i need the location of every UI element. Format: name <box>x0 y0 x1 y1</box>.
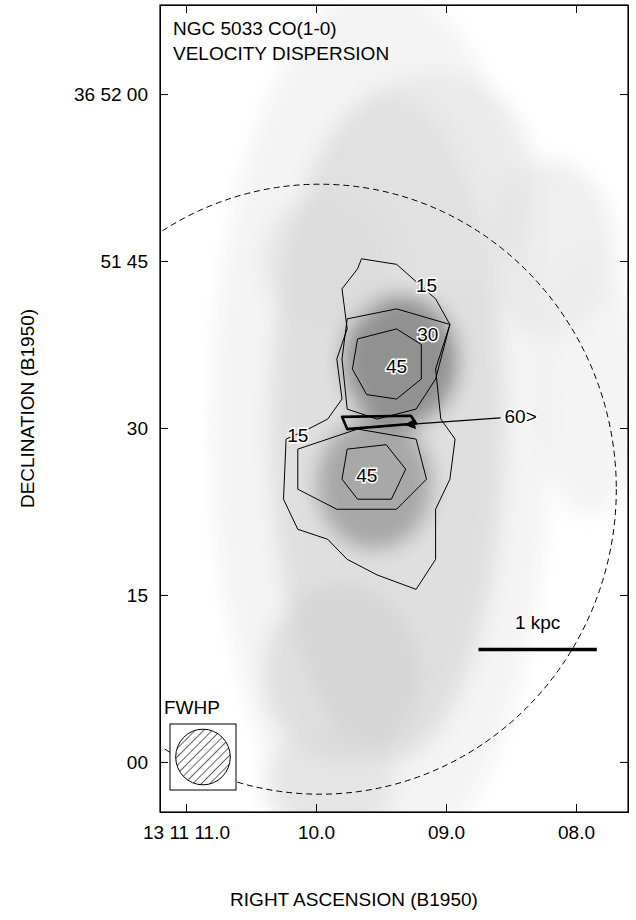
plot-frame <box>160 5 628 812</box>
label-arrow <box>406 418 501 425</box>
subtitle: VELOCITY DISPERSION <box>173 43 389 64</box>
tick-label: 13 11 11.0 <box>143 822 230 843</box>
tick-label: 51 45 <box>100 251 148 272</box>
intensity-blob <box>264 729 394 812</box>
beam <box>176 729 231 785</box>
intensity-blob <box>212 5 550 812</box>
contour-line <box>342 416 416 429</box>
scale-bar-label: 1 kpc <box>515 612 560 633</box>
contour-label: 15 <box>416 275 437 296</box>
tick-mark <box>620 762 628 763</box>
tick: 00 <box>127 751 168 772</box>
contour-label: 45 <box>386 356 407 377</box>
y-axis: 36 52 00 51 45 30 15 00 <box>74 6 168 813</box>
tick <box>620 94 628 95</box>
tick-mark <box>160 595 168 596</box>
contour-line <box>298 429 427 509</box>
plot-area <box>160 5 628 812</box>
tick <box>576 5 577 13</box>
tick-mark <box>316 804 317 812</box>
title: NGC 5033 CO(1-0) <box>173 18 337 39</box>
tick-mark <box>620 428 628 429</box>
tick <box>620 261 628 262</box>
contour-label: 60> <box>505 406 537 427</box>
intensity-blob <box>537 250 628 517</box>
axis-line <box>161 6 629 14</box>
grayscale-image <box>212 5 628 812</box>
tick-mark <box>620 94 628 95</box>
tick-label: 36 52 00 <box>74 84 148 105</box>
x-axis: 13 11 11.0 10.0 09.0 08.0 <box>143 804 628 843</box>
contour-label: 45 <box>356 465 377 486</box>
axis-line <box>620 6 629 813</box>
tick-mark <box>316 5 317 13</box>
contours <box>284 259 456 590</box>
contour-labels: 15 15 30 45 45 60> <box>287 275 537 486</box>
tick-label: 09.0 <box>428 822 465 843</box>
contour-line <box>342 445 406 500</box>
x-axis-title: RIGHT ASCENSION (B1950) <box>230 889 478 910</box>
tick: 13 11 11.0 <box>143 804 230 843</box>
tick <box>316 5 317 13</box>
tick: 30 <box>127 418 168 439</box>
tick-mark <box>160 428 168 429</box>
contour-line <box>352 329 421 399</box>
y-axis-title: DECLINATION (B1950) <box>17 309 38 508</box>
tick: 09.0 <box>428 804 465 843</box>
tick-mark <box>620 595 628 596</box>
contour-line <box>342 309 450 419</box>
axis-line <box>161 6 169 813</box>
tick <box>620 762 628 763</box>
tick <box>620 595 628 596</box>
tick-mark <box>160 261 168 262</box>
tick-label: 15 <box>127 585 148 606</box>
tick: 15 <box>127 585 168 606</box>
y-axis-right <box>620 6 629 813</box>
tick: 51 45 <box>100 251 168 272</box>
axis-line <box>161 804 629 813</box>
tick-mark <box>576 804 577 812</box>
tick-mark <box>576 5 577 13</box>
tick-mark <box>620 261 628 262</box>
tick-mark <box>186 804 187 812</box>
x-axis-top <box>161 5 629 13</box>
tick <box>446 5 447 13</box>
tick: 10.0 <box>298 804 335 843</box>
tick-mark <box>160 762 168 763</box>
tick <box>620 428 628 429</box>
tick-mark <box>160 94 168 95</box>
tick-label: 08.0 <box>558 822 595 843</box>
tick-mark <box>186 5 187 13</box>
scale-bar <box>479 648 597 652</box>
contour-label: 15 <box>287 425 308 446</box>
tick-label: 30 <box>127 418 148 439</box>
tick-mark <box>446 5 447 13</box>
tick-mark <box>446 804 447 812</box>
tick: 36 52 00 <box>74 84 168 105</box>
tick: 08.0 <box>558 804 595 843</box>
primary-beam <box>160 184 616 794</box>
contour-label: 30 <box>417 324 438 345</box>
contour-line <box>284 259 456 590</box>
beam-box <box>170 724 236 790</box>
tick <box>186 5 187 13</box>
tick-label: 00 <box>127 751 148 772</box>
tick-label: 10.0 <box>298 822 335 843</box>
chart: 13 11 11.0 10.0 09.0 08.0 36 52 00 51 45 30 15 0… <box>0 0 636 920</box>
beam-label: FWHP <box>164 697 220 718</box>
